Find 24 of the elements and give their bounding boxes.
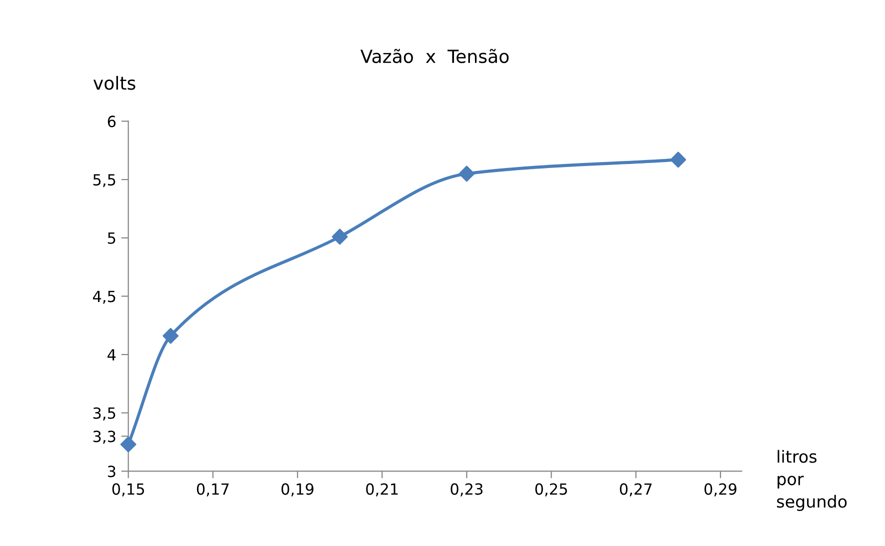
x-tick-label: 0,29 — [704, 483, 736, 496]
x-tick-label: 0,15 — [112, 483, 144, 496]
point — [458, 166, 475, 182]
x-tick-label: 0,23 — [450, 483, 482, 496]
x-axis-title: litros por segundo — [777, 450, 847, 512]
x-tick-label: 0,21 — [366, 483, 398, 496]
y-tick-label: 3 — [108, 466, 116, 478]
point — [120, 436, 136, 452]
y-tick-label: 6 — [108, 116, 116, 128]
y-tick-label: 3,5 — [93, 407, 116, 420]
y-tick-label: 4,5 — [92, 290, 116, 304]
point — [162, 328, 179, 344]
y-tick-label: 4 — [108, 349, 116, 360]
x-tick-label: 0,19 — [282, 483, 314, 496]
x-tick-label: 0,25 — [535, 483, 567, 496]
y-tick-label: 5,5 — [93, 174, 116, 188]
y-axis-title: volts — [93, 76, 136, 90]
y-tick-label: 3,3 — [93, 430, 116, 444]
x-tick-label: 0,27 — [620, 483, 652, 496]
chart-title: Vazão x Tensão — [360, 48, 509, 64]
y-tick-label: 5 — [108, 232, 116, 244]
point — [670, 152, 686, 168]
x-tick-label: 0,17 — [196, 483, 229, 496]
point — [332, 228, 348, 245]
